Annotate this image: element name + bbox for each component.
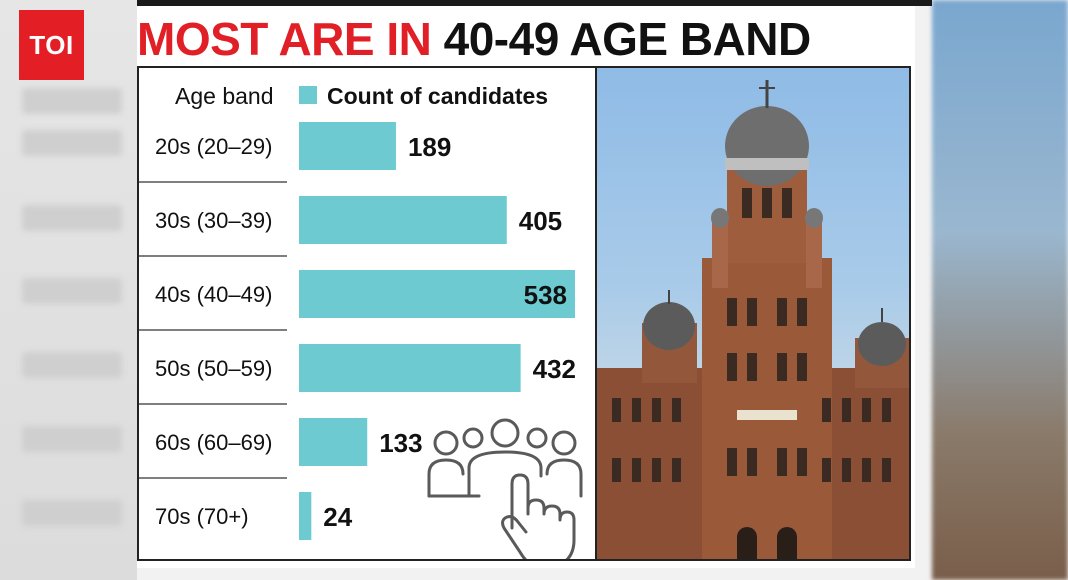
legend-swatch — [299, 86, 317, 104]
background-ghost — [22, 278, 122, 304]
bar-value-label: 538 — [524, 280, 567, 310]
bar-chart: Age band Count of candidates 20s (20–29)… — [139, 83, 583, 559]
bar-value-label: 189 — [408, 132, 451, 162]
category-label: 30s (30–39) — [155, 208, 272, 233]
background-ghost — [22, 352, 122, 378]
bar-value-label: 432 — [533, 354, 576, 384]
background-left — [0, 0, 137, 580]
crowd-touch-icon — [427, 418, 583, 559]
toi-logo[interactable]: TOI — [19, 10, 84, 80]
background-ghost — [22, 88, 122, 114]
background-ghost — [22, 205, 122, 231]
chart-panel: Age band Count of candidates 20s (20–29)… — [137, 66, 597, 561]
background-right — [932, 0, 1068, 580]
category-label: 40s (40–49) — [155, 282, 272, 307]
category-label: 60s (60–69) — [155, 430, 272, 455]
background-ghost — [22, 426, 122, 452]
bar — [299, 196, 507, 244]
bar-value-label: 405 — [519, 206, 562, 236]
background-ghost — [22, 500, 122, 526]
infographic-card: MOST ARE IN 40-49 AGE BAND Age band Coun… — [137, 6, 915, 568]
chart-rows: 20s (20–29) 189 30s (30–39) 405 40s (40–49) 5… — [139, 122, 576, 540]
headline-part-black: 40-49 AGE BAND — [443, 13, 812, 65]
building-illustration — [597, 80, 909, 559]
category-label: 50s (50–59) — [155, 356, 272, 381]
bar — [299, 492, 312, 540]
headline: MOST ARE IN 40-49 AGE BAND — [137, 10, 915, 68]
bar-value-label: 133 — [379, 428, 422, 458]
category-header: Age band — [175, 83, 273, 109]
bar — [299, 270, 575, 318]
top-rule — [137, 0, 932, 6]
category-label: 20s (20–29) — [155, 134, 272, 159]
municipal-building-photo — [595, 66, 911, 561]
background-ghost — [22, 130, 122, 156]
bar-value-label: 24 — [323, 502, 352, 532]
legend-label: Count of candidates — [327, 83, 548, 109]
bar — [299, 122, 396, 170]
bar — [299, 418, 368, 466]
bar — [299, 344, 521, 392]
headline-part-red: MOST ARE IN — [137, 13, 444, 65]
category-label: 70s (70+) — [155, 504, 249, 529]
